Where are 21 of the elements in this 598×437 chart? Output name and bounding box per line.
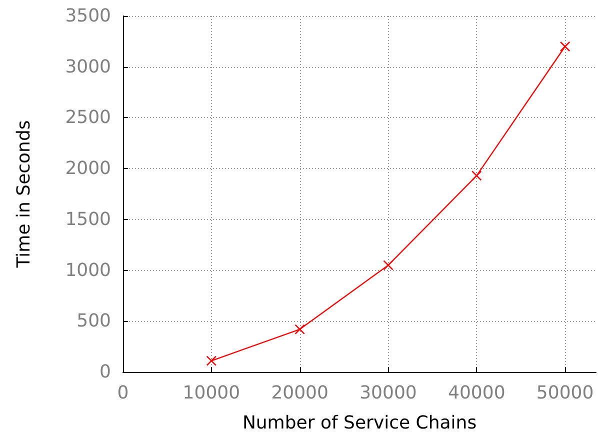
point (383, 260, 394, 270)
point (294, 324, 305, 334)
x-tick-label: 10000 (182, 382, 240, 404)
x-tick-label: 40000 (448, 382, 506, 404)
y-tick-label: 2500 (65, 107, 111, 128)
x-axis-title: Number of Service Chains (242, 412, 477, 434)
x-tick-label: 0 (117, 382, 129, 404)
y-tick-label: 0 (100, 362, 111, 382)
point (560, 41, 570, 52)
point (471, 170, 482, 181)
y-tick-label: 2000 (65, 158, 111, 180)
y-tick-label: 3500 (65, 6, 111, 26)
x-tick-label: 20000 (271, 382, 328, 404)
y-tick-label: 500 (76, 310, 111, 332)
y-tick-label: 1000 (65, 260, 111, 281)
y-axis-title: Time in Seconds (14, 120, 34, 269)
y-tick-label: 1500 (65, 208, 111, 230)
x-tick-label: 50000 (536, 382, 594, 404)
x-tick-label: 30000 (360, 382, 417, 404)
y-tick-label: 3000 (65, 56, 111, 78)
point (206, 356, 217, 366)
